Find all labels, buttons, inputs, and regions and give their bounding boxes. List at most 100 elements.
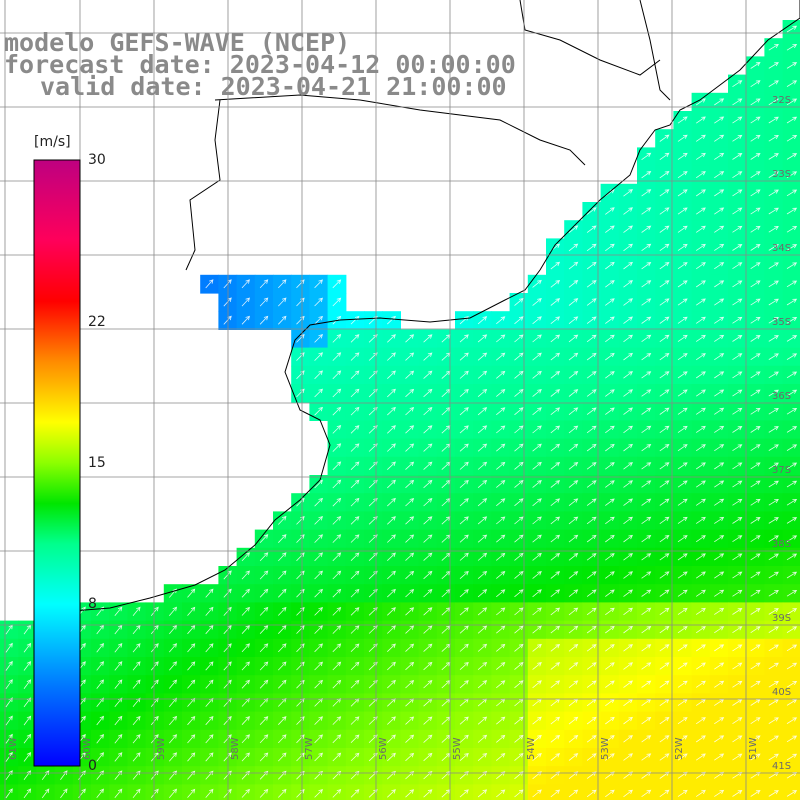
wind-cell xyxy=(582,293,602,312)
wind-cell xyxy=(309,584,329,603)
wind-cell xyxy=(728,183,747,203)
wind-cell xyxy=(728,347,747,367)
wind-arrow xyxy=(96,661,105,671)
wind-cell xyxy=(728,329,747,349)
wind-cell xyxy=(473,493,492,512)
wind-arrow xyxy=(732,80,743,88)
wind-cell xyxy=(364,529,383,549)
wind-arrow xyxy=(96,679,105,689)
wind-cell xyxy=(527,274,547,294)
wind-arrow xyxy=(532,571,542,579)
wind-cell xyxy=(273,274,292,294)
wind-cell xyxy=(109,693,128,713)
wind-arrow xyxy=(714,753,725,761)
wind-cell xyxy=(709,711,729,731)
wind-cell xyxy=(546,311,565,330)
ocean-field xyxy=(0,20,800,800)
wind-cell xyxy=(709,693,729,713)
wind-cell xyxy=(436,493,456,512)
wind-cell xyxy=(600,638,620,658)
wind-arrow xyxy=(586,298,597,306)
wind-cell xyxy=(691,238,711,258)
wind-arrow xyxy=(750,280,761,288)
wind-arrow xyxy=(532,279,542,288)
wind-cell xyxy=(673,766,693,785)
wind-arrow xyxy=(786,717,798,724)
wind-arrow xyxy=(568,425,579,434)
wind-cell xyxy=(527,365,547,385)
wind-cell xyxy=(327,438,347,458)
longitude-label: 55W xyxy=(452,737,463,760)
wind-cell xyxy=(746,657,765,676)
wind-cell xyxy=(691,311,711,330)
wind-cell xyxy=(509,402,529,421)
wind-cell xyxy=(728,729,747,749)
wind-arrow xyxy=(695,407,706,415)
wind-cell xyxy=(564,547,583,567)
wind-cell xyxy=(582,566,602,585)
wind-arrow xyxy=(714,698,725,706)
wind-cell xyxy=(764,584,784,603)
wind-cell xyxy=(145,748,165,767)
wind-cell xyxy=(546,602,565,622)
wind-cell xyxy=(546,456,565,476)
wind-arrow xyxy=(187,643,196,653)
wind-arrow xyxy=(96,624,105,635)
wind-arrow xyxy=(623,607,633,616)
wind-arrow xyxy=(714,789,725,797)
wind-cell xyxy=(655,693,674,713)
wind-cell xyxy=(455,420,474,440)
border-line xyxy=(185,99,221,271)
wind-arrow xyxy=(786,480,798,488)
wind-cell xyxy=(709,402,729,421)
wind-arrow xyxy=(5,770,13,781)
wind-cell xyxy=(655,129,674,148)
wind-arrow xyxy=(168,788,178,798)
wind-cell xyxy=(109,620,128,640)
wind-arrow xyxy=(332,679,342,689)
wind-cell xyxy=(527,475,547,494)
wind-arrow xyxy=(259,570,269,580)
wind-cell xyxy=(327,475,347,494)
wind-cell xyxy=(673,529,693,549)
wind-arrow xyxy=(459,716,469,725)
wind-arrow xyxy=(459,334,469,343)
wind-cell xyxy=(309,293,329,312)
wind-arrow xyxy=(332,279,342,289)
wind-cell xyxy=(182,748,201,767)
wind-arrow xyxy=(496,716,506,725)
wind-cell xyxy=(709,111,729,130)
wind-cell xyxy=(254,602,274,622)
wind-arrow xyxy=(459,661,469,671)
wind-arrow xyxy=(314,497,323,507)
wind-arrow xyxy=(605,789,615,798)
wind-cell xyxy=(382,566,401,585)
wind-arrow xyxy=(387,352,396,361)
wind-cell xyxy=(364,402,383,421)
wind-cell xyxy=(291,566,310,585)
wind-cell xyxy=(764,675,784,694)
wind-cell xyxy=(309,566,329,585)
wind-cell xyxy=(491,784,511,800)
wind-cell xyxy=(345,311,365,330)
wind-arrow xyxy=(768,225,779,233)
wind-arrow xyxy=(223,606,232,616)
wind-arrow xyxy=(714,225,725,233)
wind-cell xyxy=(618,584,638,603)
wind-arrow xyxy=(732,517,743,524)
wind-cell xyxy=(691,420,711,440)
wind-cell xyxy=(418,511,438,531)
wind-arrow xyxy=(623,753,633,761)
wind-arrow xyxy=(332,789,342,798)
wind-arrow xyxy=(714,171,725,179)
wind-cell xyxy=(618,784,638,800)
wind-arrow xyxy=(750,62,761,69)
wind-cell xyxy=(418,493,438,512)
wind-arrow xyxy=(641,535,652,543)
wind-cell xyxy=(655,657,674,676)
wind-cell xyxy=(382,529,401,549)
wind-cell xyxy=(673,657,693,676)
wind-cell xyxy=(418,365,438,385)
wind-arrow xyxy=(568,480,579,488)
wind-arrow xyxy=(496,389,506,397)
